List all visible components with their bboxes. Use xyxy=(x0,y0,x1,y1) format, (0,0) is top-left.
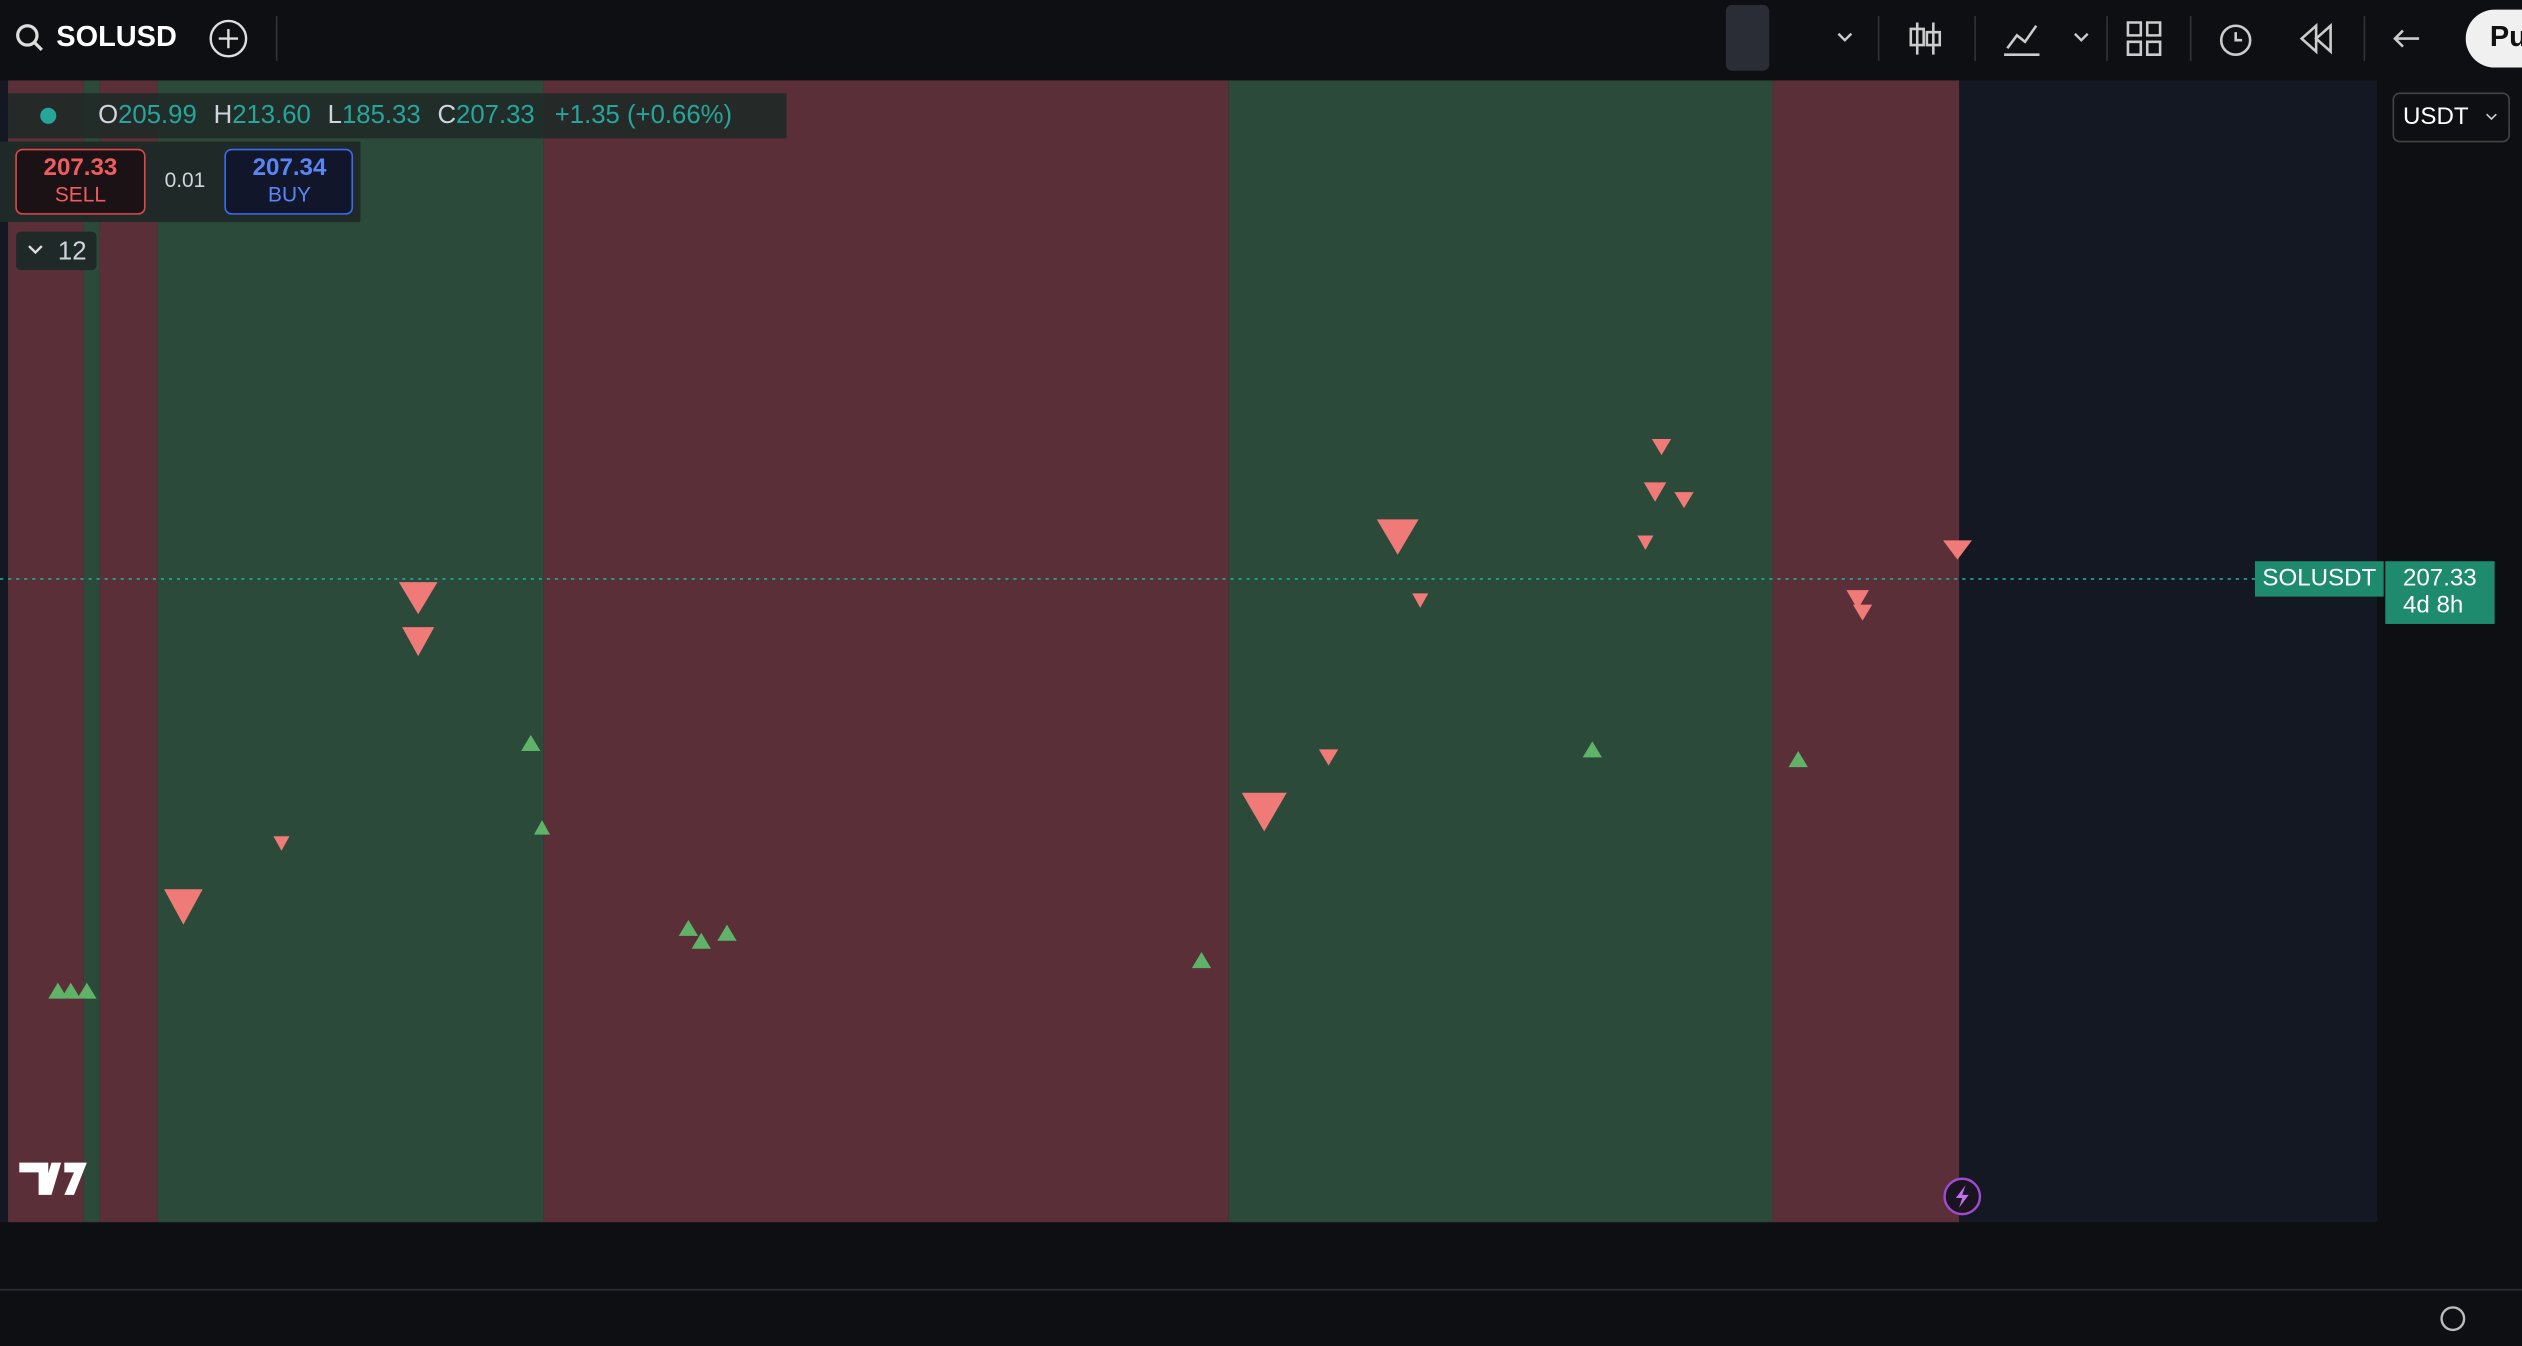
plus xyxy=(218,28,239,49)
price-tag xyxy=(2385,561,2495,624)
toolbar xyxy=(0,0,2522,78)
currency-text: USDT xyxy=(2403,103,2469,130)
indicators-count: 12 xyxy=(58,237,87,265)
chart-panel xyxy=(0,80,2378,1223)
tool-icons xyxy=(1909,21,2420,56)
currency-select[interactable] xyxy=(2392,92,2510,143)
buy-price: 207.34 xyxy=(253,154,327,181)
chevron xyxy=(28,245,43,255)
publish-button[interactable] xyxy=(2465,9,2522,68)
sell-price: 207.33 xyxy=(44,154,118,181)
symbol[interactable]: SOLUSD xyxy=(56,21,177,53)
separators xyxy=(275,16,2366,62)
chevrons xyxy=(1837,32,2089,42)
symbol-tag xyxy=(2255,561,2384,597)
price-tag-price: 207.33 xyxy=(2403,564,2477,591)
band-green xyxy=(83,80,100,1223)
band-red xyxy=(8,80,84,1223)
publish-text: Pu xyxy=(2490,21,2522,53)
active-interval-bg xyxy=(1725,4,1770,71)
legend-bg xyxy=(8,93,787,139)
search-handle xyxy=(32,40,43,51)
settings-icon[interactable] xyxy=(2440,1306,2466,1332)
band-red xyxy=(543,80,1229,1223)
ohlc: O205.99 H213.60 L185.33 C207.33 +1.35 (+… xyxy=(98,101,732,129)
symbol-tag-text: SOLUSDT xyxy=(2262,564,2376,591)
sell-button[interactable] xyxy=(15,148,146,215)
search-icon[interactable] xyxy=(16,24,39,47)
sell-label: SELL xyxy=(55,184,106,207)
band-red xyxy=(99,80,158,1223)
band-green xyxy=(157,80,544,1223)
lightning xyxy=(1955,1185,1969,1208)
buy-button[interactable] xyxy=(224,148,354,215)
tv-logo xyxy=(19,1162,87,1195)
buy-label: BUY xyxy=(268,184,311,207)
band-green xyxy=(1228,80,1773,1223)
indicators-toggle[interactable] xyxy=(16,231,97,271)
price-tag-countdown: 4d 8h xyxy=(2403,592,2463,619)
band-red xyxy=(1772,80,1960,1223)
price-axis xyxy=(2377,80,2522,1287)
spread: 0.01 xyxy=(165,169,206,192)
add-symbol[interactable] xyxy=(209,19,248,58)
status-dot xyxy=(40,107,57,124)
chevron xyxy=(2486,113,2497,121)
